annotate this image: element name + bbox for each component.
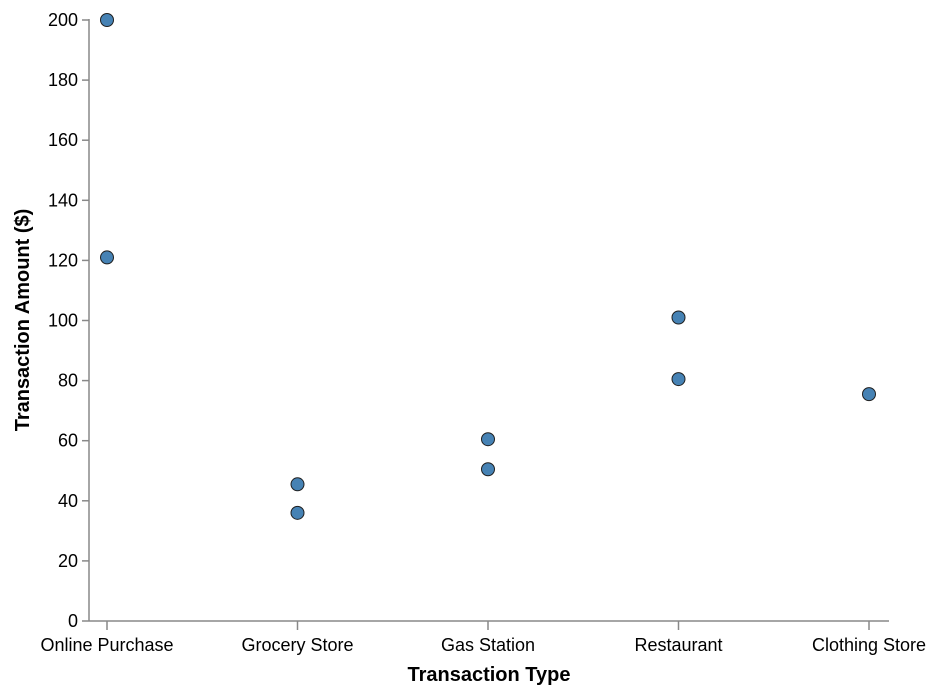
x-tick-label-restaurant: Restaurant [634, 635, 722, 655]
y-tick-label: 60 [58, 431, 78, 451]
data-point-clothing-store [862, 387, 876, 402]
x-axis-title: Transaction Type [407, 664, 570, 686]
y-axis-title: Transaction Amount ($) [12, 209, 34, 432]
y-tick-label: 120 [48, 250, 78, 270]
y-tick-label: 0 [68, 611, 78, 631]
x-axis: Online Purchase Grocery Store Gas Station R… [40, 620, 926, 655]
data-point-restaurant [671, 372, 686, 387]
x-tick-label-grocery-store: Grocery Store [241, 635, 353, 655]
x-tick-label-clothing-store: Clothing Store [812, 635, 926, 655]
x-tick-label-online-purchase: Online Purchase [40, 635, 173, 655]
x-tick-label-gas-station: Gas Station [441, 635, 535, 655]
data-point-online-purchase [100, 13, 114, 27]
y-tick-label: 100 [48, 311, 78, 331]
data-points [100, 13, 876, 520]
y-tick-label: 160 [48, 130, 78, 150]
y-tick-label: 20 [58, 551, 78, 571]
data-point-grocery-store [290, 505, 305, 520]
y-tick-label: 40 [58, 491, 78, 511]
data-point-gas-station [481, 462, 495, 477]
y-tick-label: 200 [48, 10, 78, 30]
data-point-gas-station [481, 432, 495, 447]
y-tick-label: 140 [48, 190, 78, 210]
data-point-grocery-store [290, 477, 305, 492]
y-tick-label: 80 [58, 371, 78, 391]
y-axis: 0 20 40 60 80 100 120 140 160 180 200 [48, 10, 90, 631]
y-tick-label: 180 [48, 70, 78, 90]
data-point-online-purchase [100, 250, 114, 265]
data-point-restaurant [671, 310, 686, 325]
